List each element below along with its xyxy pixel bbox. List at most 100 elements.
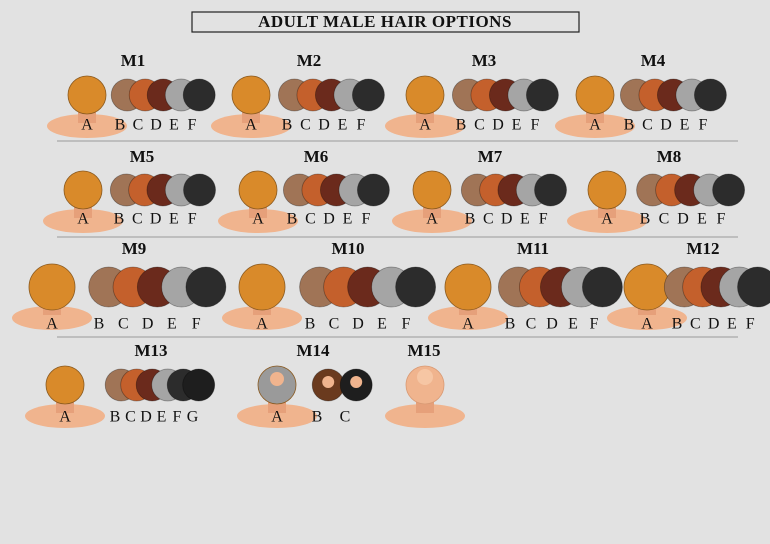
hair-swatch (183, 173, 216, 207)
option-letter: A (271, 409, 283, 426)
shoulders (607, 306, 687, 330)
hair-swatch (182, 78, 216, 112)
option-letter: E (568, 316, 578, 333)
head (45, 365, 85, 405)
style-label: M10 (331, 239, 364, 258)
head (444, 263, 492, 311)
hair-swatch (582, 266, 623, 308)
option-letter: F (402, 316, 411, 333)
option-letter: A (59, 409, 71, 426)
option-letter: E (377, 316, 387, 333)
option-letter: B (456, 117, 467, 134)
option-letter: C (118, 316, 129, 333)
option-letter: E (520, 211, 530, 228)
shoulders (385, 404, 465, 428)
head (238, 263, 286, 311)
style-label: M11 (517, 239, 549, 258)
option-letter: F (362, 211, 371, 228)
option-letter: E (167, 316, 177, 333)
style-label: M15 (407, 341, 440, 360)
style-label: M4 (641, 51, 666, 70)
title: ADULT MALE HAIR OPTIONS (258, 12, 512, 31)
option-letter: B (305, 316, 316, 333)
option-letter: F (173, 409, 182, 426)
head (67, 75, 107, 115)
option-letter: B (312, 409, 323, 426)
hair-swatch (526, 78, 559, 112)
head (587, 170, 627, 210)
bald-spot (322, 376, 335, 388)
hair-swatch (534, 173, 567, 207)
shoulders (428, 306, 508, 330)
shoulders (25, 404, 105, 428)
style-label: M3 (472, 51, 497, 70)
bald-spot (350, 376, 363, 388)
style-label: M6 (304, 147, 329, 166)
style-label: M1 (121, 51, 146, 70)
hair-swatch (694, 78, 727, 112)
option-letter: A (77, 211, 89, 228)
option-letter: D (150, 117, 162, 134)
hair-swatch (737, 266, 770, 308)
style-label: M14 (296, 341, 330, 360)
option-letter: C (133, 117, 144, 134)
option-letter: D (708, 316, 720, 333)
option-letter: E (697, 211, 707, 228)
option-letter: E (338, 117, 348, 134)
option-letter: C (526, 316, 537, 333)
hair-swatch (356, 173, 390, 207)
head (238, 170, 278, 210)
option-letter: D (492, 117, 504, 134)
style-label: M7 (478, 147, 503, 166)
option-letter: C (474, 117, 485, 134)
option-letter: F (717, 211, 726, 228)
option-letter: C (690, 316, 701, 333)
option-letter: B (287, 211, 298, 228)
option-letter: F (192, 316, 201, 333)
option-letter: F (188, 117, 197, 134)
head (231, 75, 271, 115)
option-letter: C (329, 316, 340, 333)
option-letter: D (318, 117, 330, 134)
option-letter: B (505, 316, 516, 333)
option-letter: B (672, 316, 683, 333)
option-letter: F (590, 316, 599, 333)
option-letter: E (157, 409, 167, 426)
option-letter: E (512, 117, 522, 134)
hair-swatch (712, 173, 745, 207)
option-letter: B (640, 211, 651, 228)
option-letter: F (357, 117, 366, 134)
shoulders (43, 209, 123, 233)
option-letter: E (343, 211, 353, 228)
option-letter: E (169, 117, 179, 134)
head (28, 263, 76, 311)
option-letter: F (699, 117, 708, 134)
head (63, 170, 103, 210)
shoulders (218, 209, 298, 233)
option-letter: F (539, 211, 548, 228)
option-letter: C (340, 409, 351, 426)
head (623, 263, 671, 311)
head (575, 75, 615, 115)
option-letter: D (140, 409, 152, 426)
shoulders (47, 114, 127, 138)
option-letter: B (282, 117, 293, 134)
option-letter: D (142, 316, 154, 333)
style-label: M8 (657, 147, 682, 166)
option-letter: C (125, 409, 136, 426)
title-box (191, 11, 580, 33)
style-label: M9 (122, 239, 147, 258)
style-label: M2 (297, 51, 322, 70)
option-letter: B (94, 316, 105, 333)
option-letter: F (746, 316, 755, 333)
option-letter: A (426, 211, 438, 228)
option-letter: E (727, 316, 737, 333)
option-letter: D (352, 316, 364, 333)
option-letter: E (169, 211, 179, 228)
option-letter: A (419, 117, 431, 134)
option-letter: G (187, 409, 199, 426)
option-letter: A (601, 211, 613, 228)
style-label: M13 (134, 341, 167, 360)
style-label: M12 (686, 239, 719, 258)
